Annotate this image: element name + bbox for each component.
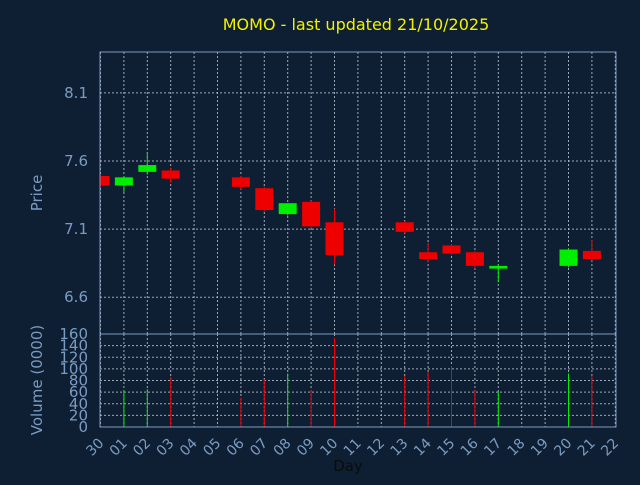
candle-body	[255, 188, 274, 211]
volume-tick-label: 160	[59, 325, 88, 343]
price-grid	[100, 52, 616, 334]
chart-title: MOMO - last updated 21/10/2025	[223, 15, 490, 34]
candle-body	[582, 250, 601, 260]
volume-tick-label: 0	[78, 418, 88, 436]
price-tick-label: 7.1	[64, 220, 88, 238]
volume-tick-label: 120	[59, 348, 88, 366]
price-candles	[100, 152, 601, 283]
candle-body	[325, 222, 344, 255]
candle-body	[114, 177, 133, 186]
candle-body	[395, 222, 414, 232]
volume-bars	[123, 338, 593, 427]
candle-body	[442, 245, 461, 254]
volume-plot-frame	[99, 333, 617, 428]
x-axis-label: Day	[333, 457, 363, 475]
volume-tick-label: 60	[69, 383, 88, 401]
volume-tick-label: 100	[59, 360, 88, 378]
candle-body	[465, 252, 484, 266]
candle-body	[101, 175, 110, 186]
candle-body	[278, 203, 297, 215]
x-axis-ticks: 30 01 02 03 04 05 06 07 08 09 10 11 12 13 14 15 16 17 18 19…	[83, 435, 622, 459]
volume-tick-label: 20	[69, 406, 88, 424]
volume-tick-label: 40	[69, 395, 88, 413]
price-tick-label: 8.1	[64, 84, 88, 102]
candle-body	[302, 201, 321, 227]
candle-body	[138, 165, 157, 172]
price-axis-ticks: 6.6 7.1 7.6 8.1	[64, 84, 88, 306]
price-tick-label: 6.6	[64, 288, 88, 306]
candle-body	[161, 170, 180, 179]
price-axis-label: Price	[28, 175, 46, 212]
candle-body	[559, 249, 578, 266]
candle-body	[231, 177, 250, 187]
price-tick-label: 7.6	[64, 152, 88, 170]
candle-body	[489, 265, 508, 269]
volume-axis-label: Volume (0000)	[28, 325, 46, 435]
volume-tick-label: 80	[69, 372, 88, 390]
volume-tick-label: 140	[59, 337, 88, 355]
candle-body	[419, 252, 438, 260]
